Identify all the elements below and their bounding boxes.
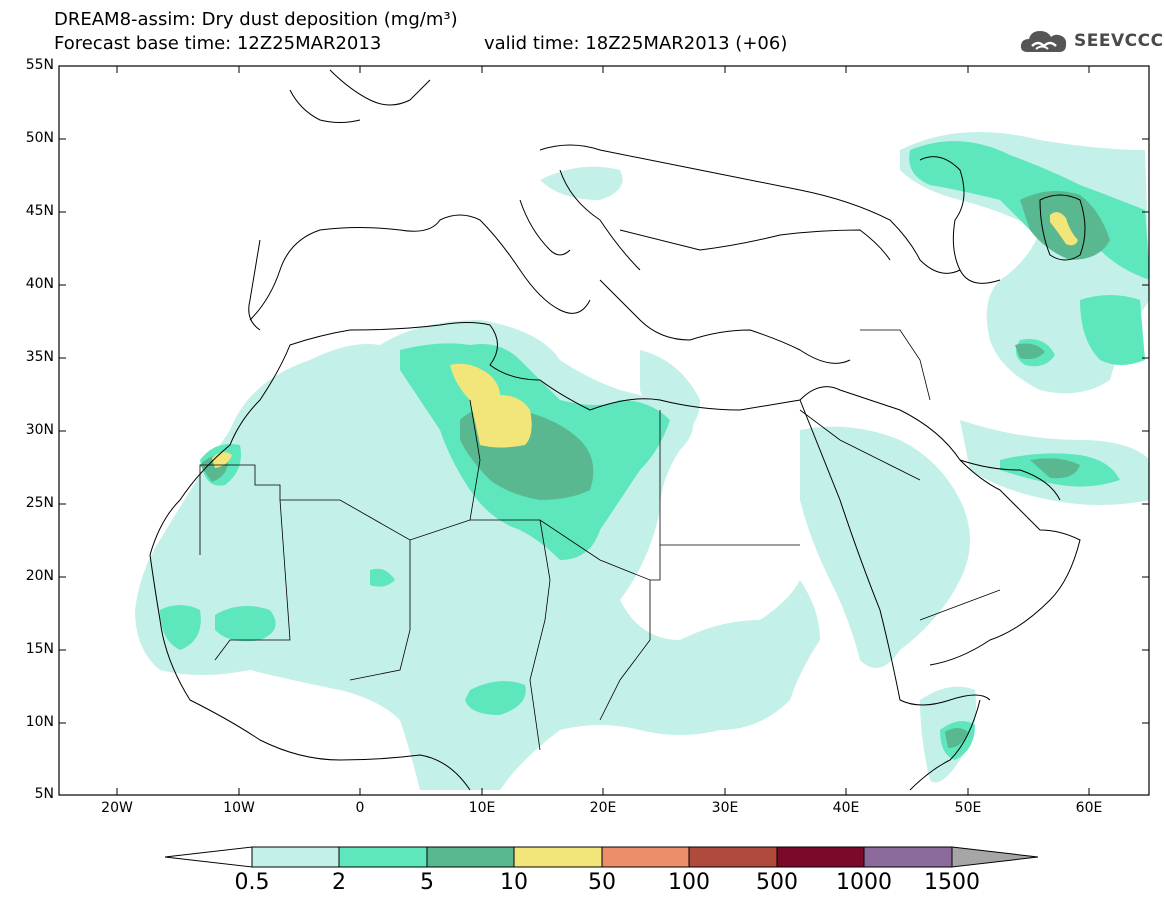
colorbar-label: 2 (332, 870, 346, 895)
lat-label: 40N (25, 276, 54, 292)
axis-ticks (59, 65, 1149, 795)
lat-label: 5N (34, 786, 54, 802)
seevccc-logo: SEEVCCC (1018, 24, 1164, 58)
colorbar-label: 10 (500, 870, 528, 895)
lat-label: 10N (25, 714, 54, 730)
colorbar-label: 1500 (924, 870, 980, 895)
lat-label: 55N (25, 57, 54, 73)
lon-label: 20E (589, 800, 617, 816)
lon-label: 0 (355, 800, 365, 816)
lon-label: 60E (1075, 800, 1103, 816)
colorbar-label: 1000 (836, 870, 892, 895)
lon-label: 40E (832, 800, 860, 816)
coastlines (149, 69, 1086, 791)
map-title: DREAM8-assim: Dry dust deposition (mg/m³… (54, 9, 458, 30)
lon-label: 30E (711, 800, 739, 816)
colorbar-label: 50 (588, 870, 616, 895)
lat-label: 20N (25, 568, 54, 584)
country-borders (199, 329, 1001, 751)
colorbar-label: 500 (756, 870, 798, 895)
colorbar-label: 5 (420, 870, 434, 895)
lat-label: 30N (25, 422, 54, 438)
lon-label: 20W (101, 800, 133, 816)
logo-text: SEEVCCC (1074, 31, 1164, 51)
lon-label: 50E (954, 800, 982, 816)
lat-label: 35N (25, 349, 54, 365)
deposition-field (135, 132, 1149, 790)
lon-label: 10E (468, 800, 496, 816)
lat-label: 15N (25, 641, 54, 657)
cloud-logo-icon (1020, 31, 1067, 52)
colorbar-label: 100 (668, 870, 710, 895)
lat-label: 45N (25, 203, 54, 219)
lon-label: 10W (223, 800, 255, 816)
colorbar-label: 0.5 (234, 870, 270, 895)
lat-label: 50N (25, 130, 54, 146)
valid-time: valid time: 18Z25MAR2013 (+06) (484, 33, 788, 54)
forecast-base-time: Forecast base time: 12Z25MAR2013 (54, 33, 382, 54)
lat-label: 25N (25, 495, 54, 511)
